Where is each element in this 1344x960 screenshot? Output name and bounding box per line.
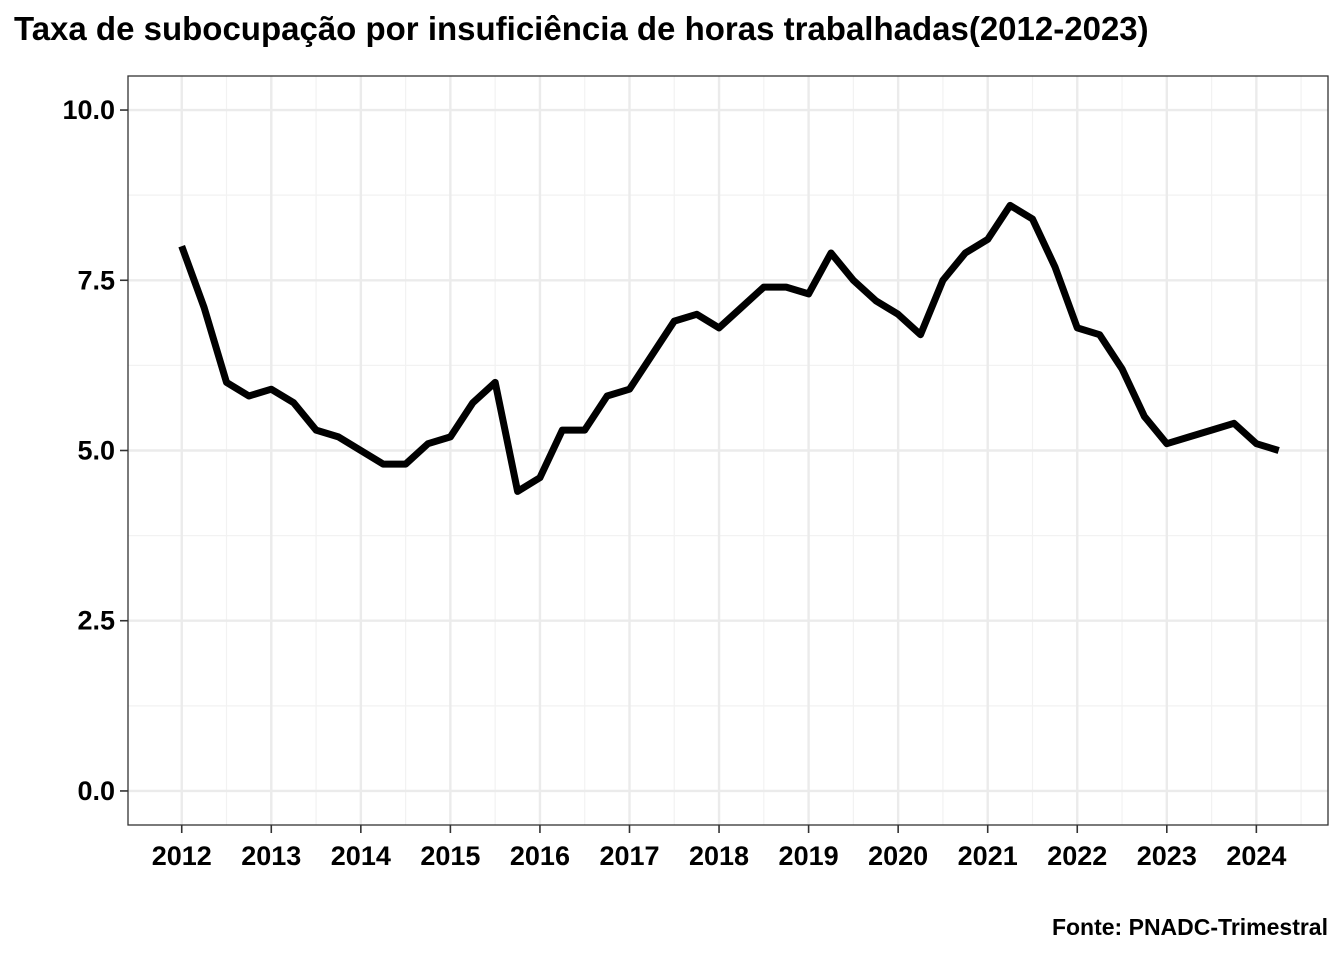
chart-caption: Fonte: PNADC-Trimestral — [1051, 914, 1328, 940]
y-tick-label: 2.5 — [77, 606, 115, 636]
x-tick-label: 2022 — [1047, 841, 1107, 871]
x-tick-label: 2023 — [1137, 841, 1197, 871]
x-axis: 2012 2013 2014 2015 2016 2017 2018 2019 2020 2021… — [152, 825, 1286, 871]
y-tick-label: 10.0 — [62, 95, 115, 125]
y-tick-label: 5.0 — [77, 436, 115, 466]
x-tick-label: 2021 — [958, 841, 1018, 871]
x-tick-label: 2017 — [599, 841, 659, 871]
y-axis: 0.0 2.5 5.0 7.5 10.0 — [62, 95, 128, 806]
x-tick-label: 2012 — [152, 841, 212, 871]
x-tick-label: 2019 — [779, 841, 839, 871]
x-tick-label: 2013 — [241, 841, 301, 871]
chart-title: Taxa de subocupação por insuficiência de… — [14, 10, 1149, 47]
x-tick-label: 2024 — [1226, 841, 1286, 871]
x-tick-label: 2018 — [689, 841, 749, 871]
x-tick-label: 2014 — [331, 841, 391, 871]
major-gridlines — [128, 76, 1328, 825]
y-tick-label: 0.0 — [77, 776, 115, 806]
x-tick-label: 2020 — [868, 841, 928, 871]
x-tick-label: 2015 — [420, 841, 480, 871]
x-tick-label: 2016 — [510, 841, 570, 871]
series-layer — [178, 201, 1280, 495]
series-line — [178, 201, 1280, 495]
y-tick-label: 7.5 — [77, 265, 115, 295]
